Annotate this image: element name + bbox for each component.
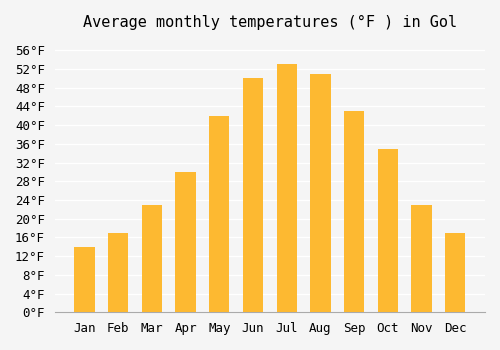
Bar [210,116,229,312]
Bar [412,205,432,312]
Bar [310,74,330,312]
Bar [108,233,128,312]
Bar [76,247,94,312]
Bar [445,233,466,312]
Bar [74,247,94,312]
Bar [209,116,230,312]
Bar [276,64,297,312]
Bar [345,111,364,312]
Bar [176,172,196,312]
Bar [412,205,432,312]
Bar [344,111,364,312]
Bar [412,205,430,312]
Bar [378,148,398,312]
Bar [344,111,364,312]
Bar [446,233,464,312]
Bar [276,64,297,312]
Bar [310,74,330,312]
Bar [278,64,296,312]
Bar [312,74,330,312]
Bar [176,172,196,312]
Bar [142,205,162,312]
Bar [74,247,94,312]
Bar [142,205,162,312]
Bar [378,148,398,312]
Bar [108,233,128,312]
Bar [209,116,230,312]
Bar [109,233,127,312]
Title: Average monthly temperatures (°F ) in Gol: Average monthly temperatures (°F ) in Go… [83,15,457,30]
Bar [176,172,194,312]
Bar [244,78,262,312]
Bar [379,148,397,312]
Bar [445,233,466,312]
Bar [142,205,161,312]
Bar [243,78,263,312]
Bar [243,78,263,312]
